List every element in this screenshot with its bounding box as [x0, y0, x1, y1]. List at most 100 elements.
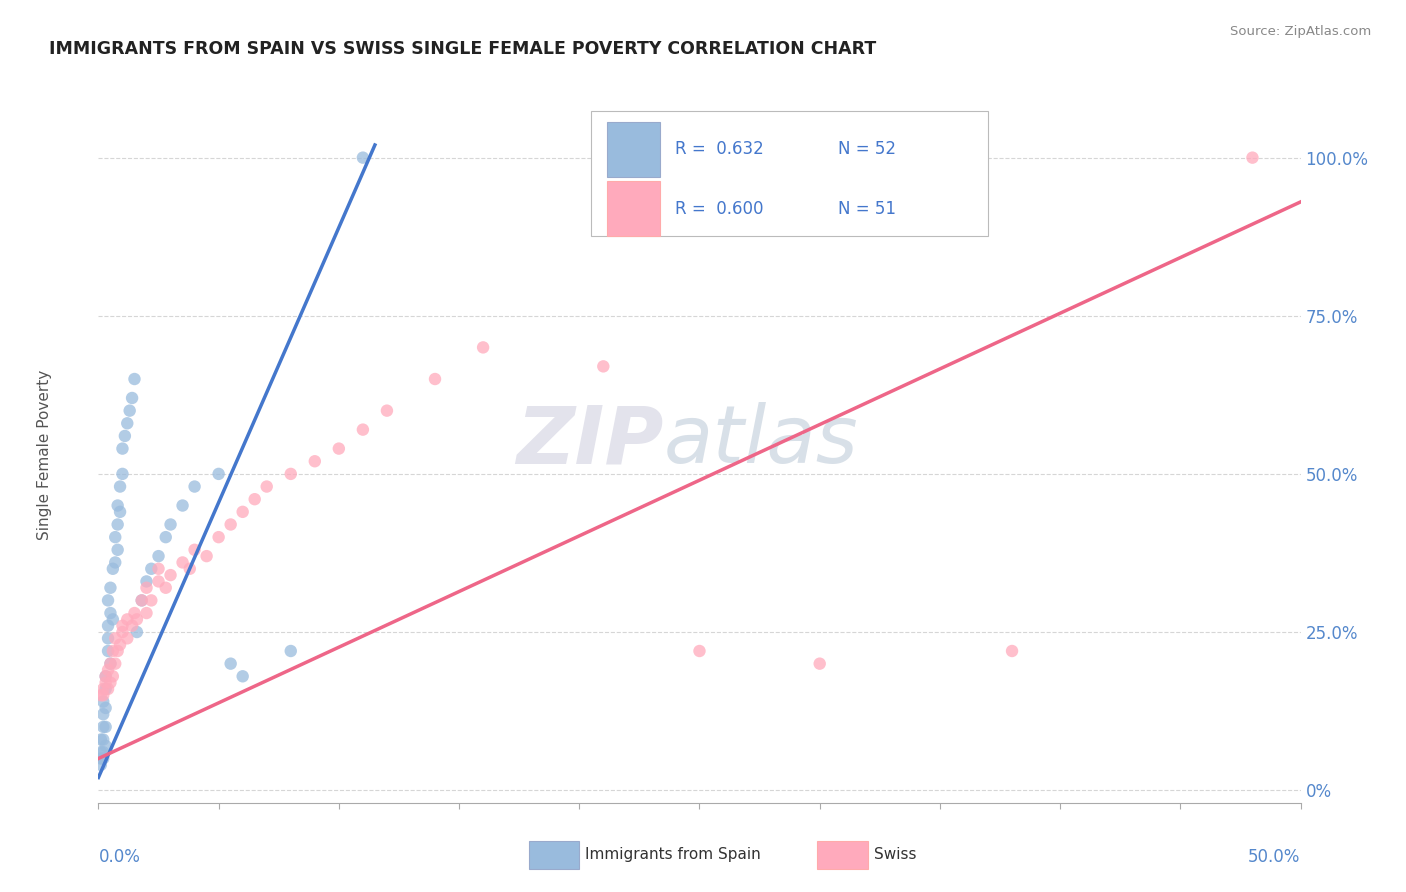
Point — [100, 657, 122, 671]
Point — [101, 669, 124, 683]
Point — [124, 606, 146, 620]
Text: 50.0%: 50.0% — [1249, 848, 1301, 866]
Point — [100, 581, 122, 595]
Point — [1001, 644, 1024, 658]
Point — [141, 593, 163, 607]
Point — [232, 505, 254, 519]
Point — [114, 429, 136, 443]
Point — [423, 372, 446, 386]
Point — [117, 612, 139, 626]
Point — [90, 688, 112, 702]
Point — [375, 403, 398, 417]
Point — [94, 669, 117, 683]
Point — [91, 695, 114, 709]
Point — [91, 688, 114, 702]
Point — [91, 745, 114, 759]
Text: Source: ZipAtlas.com: Source: ZipAtlas.com — [1230, 25, 1371, 38]
Point — [148, 574, 170, 589]
Text: Single Female Poverty: Single Female Poverty — [37, 370, 52, 540]
Point — [101, 612, 124, 626]
Point — [104, 556, 127, 570]
Point — [172, 556, 194, 570]
Point — [94, 669, 117, 683]
Point — [117, 632, 139, 646]
Point — [148, 562, 170, 576]
Point — [117, 417, 139, 431]
Point — [328, 442, 350, 456]
Point — [124, 372, 146, 386]
Point — [179, 562, 201, 576]
Point — [208, 530, 231, 544]
Point — [97, 632, 120, 646]
Point — [125, 625, 148, 640]
Point — [104, 530, 127, 544]
Point — [118, 403, 141, 417]
Text: Immigrants from Spain: Immigrants from Spain — [585, 847, 761, 863]
Point — [100, 606, 122, 620]
Point — [101, 644, 124, 658]
Point — [91, 681, 114, 696]
Point — [100, 657, 122, 671]
Point — [472, 340, 495, 354]
Point — [131, 593, 153, 607]
Point — [155, 530, 177, 544]
Point — [219, 517, 242, 532]
Point — [111, 467, 134, 481]
Point — [159, 568, 181, 582]
Point — [135, 606, 157, 620]
Point — [107, 542, 129, 557]
Text: N = 51: N = 51 — [838, 200, 896, 218]
Text: Swiss: Swiss — [873, 847, 917, 863]
Point — [94, 675, 117, 690]
Point — [111, 618, 134, 632]
Point — [111, 442, 134, 456]
Point — [183, 479, 205, 493]
Point — [104, 632, 127, 646]
Point — [91, 720, 114, 734]
Point — [280, 467, 302, 481]
Point — [125, 612, 148, 626]
Point — [104, 657, 127, 671]
Text: 0.0%: 0.0% — [98, 848, 141, 866]
FancyBboxPatch shape — [607, 122, 659, 177]
Point — [172, 499, 194, 513]
Point — [108, 505, 131, 519]
Point — [135, 574, 157, 589]
Point — [90, 732, 112, 747]
Point — [159, 517, 181, 532]
Point — [135, 581, 157, 595]
Point — [94, 701, 117, 715]
Point — [232, 669, 254, 683]
Point — [94, 720, 117, 734]
Point — [219, 657, 242, 671]
Point — [97, 644, 120, 658]
Text: ZIP: ZIP — [516, 402, 664, 480]
Point — [195, 549, 218, 563]
Point — [111, 625, 134, 640]
FancyBboxPatch shape — [607, 181, 659, 236]
Point — [91, 751, 114, 765]
Point — [183, 542, 205, 557]
Point — [155, 581, 177, 595]
Text: R =  0.632: R = 0.632 — [675, 140, 765, 159]
Point — [107, 517, 129, 532]
Point — [97, 618, 120, 632]
Point — [1241, 151, 1264, 165]
Point — [97, 663, 120, 677]
Text: IMMIGRANTS FROM SPAIN VS SWISS SINGLE FEMALE POVERTY CORRELATION CHART: IMMIGRANTS FROM SPAIN VS SWISS SINGLE FE… — [49, 40, 876, 58]
Point — [94, 739, 117, 753]
Point — [304, 454, 326, 468]
Point — [91, 732, 114, 747]
Point — [90, 751, 112, 765]
Point — [90, 757, 112, 772]
Point — [689, 644, 711, 658]
Point — [592, 359, 614, 374]
Text: N = 52: N = 52 — [838, 140, 896, 159]
Point — [131, 593, 153, 607]
Point — [121, 618, 143, 632]
Point — [352, 151, 374, 165]
Point — [91, 707, 114, 722]
Point — [108, 479, 131, 493]
Point — [243, 492, 266, 507]
Point — [280, 644, 302, 658]
